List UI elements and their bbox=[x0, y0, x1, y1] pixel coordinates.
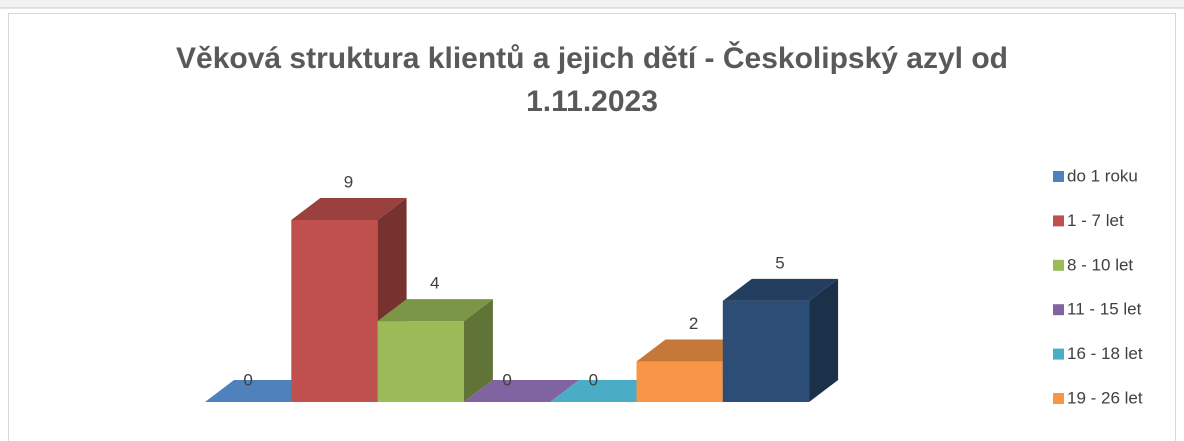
legend-swatch bbox=[1053, 304, 1064, 316]
value-label: 0 bbox=[243, 370, 252, 389]
bar-front bbox=[377, 321, 464, 402]
value-label: 9 bbox=[344, 172, 353, 191]
value-label: 0 bbox=[589, 370, 598, 389]
legend-swatch bbox=[1053, 259, 1064, 271]
bar-top bbox=[463, 380, 580, 402]
legend-label: 16 - 18 let bbox=[1067, 344, 1143, 363]
bar-front bbox=[291, 220, 378, 402]
legend-label: do 1 roku bbox=[1067, 166, 1138, 185]
bar-top bbox=[722, 278, 839, 301]
top-strip bbox=[0, 0, 1184, 8]
bar-top bbox=[377, 299, 493, 322]
legend-swatch bbox=[1053, 393, 1064, 404]
legend-label: 8 - 10 let bbox=[1067, 255, 1133, 274]
chart-title: 1.11.2023 bbox=[526, 85, 658, 118]
legend-label: 19 - 26 let bbox=[1067, 388, 1143, 407]
legend-swatch bbox=[1053, 348, 1064, 360]
chart-title: Věková struktura klientů a jejich dětí -… bbox=[176, 41, 1008, 75]
legend-label: 1 - 7 let bbox=[1067, 211, 1124, 230]
value-label: 0 bbox=[502, 370, 511, 389]
bar-front bbox=[636, 361, 723, 402]
bar-front bbox=[722, 300, 810, 402]
bar bbox=[463, 380, 580, 402]
legend-swatch bbox=[1053, 171, 1064, 182]
bar-top bbox=[291, 198, 407, 220]
value-label: 4 bbox=[430, 274, 439, 293]
legend-swatch bbox=[1053, 215, 1064, 227]
bar-side bbox=[809, 278, 839, 402]
legend-label: 11 - 15 let bbox=[1067, 300, 1142, 319]
bar bbox=[377, 299, 493, 402]
value-label: 5 bbox=[775, 253, 784, 272]
bar-side bbox=[463, 299, 493, 402]
chart-frame bbox=[8, 13, 1176, 441]
bar bbox=[722, 278, 839, 402]
value-label: 2 bbox=[689, 314, 698, 333]
